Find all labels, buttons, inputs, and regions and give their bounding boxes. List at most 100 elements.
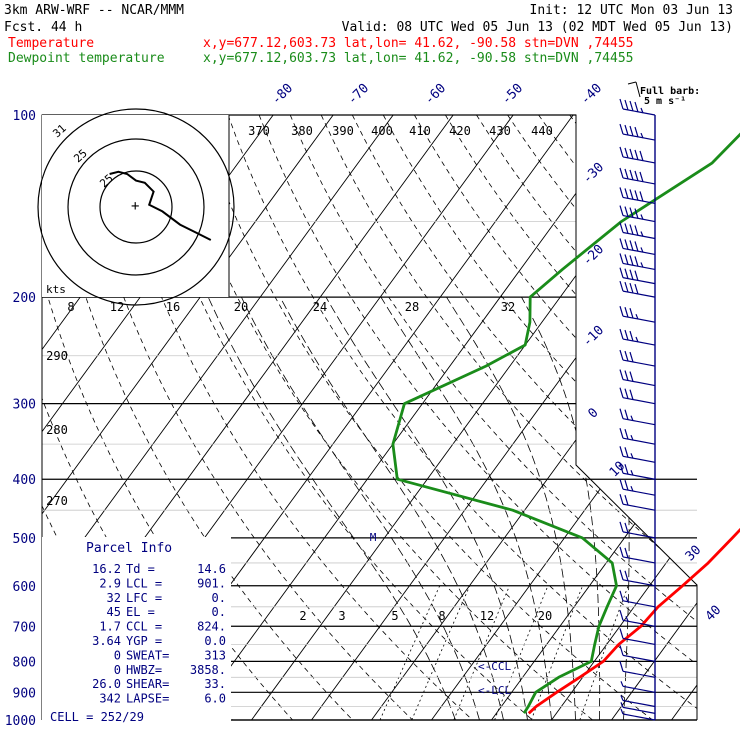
wind-barb-half [630,485,634,492]
wind-barb-full [629,224,634,235]
wind-barb-full [619,590,624,601]
theta-label: 390 [332,124,354,138]
isotherm-label: -30 [580,160,607,187]
low-mixing-label: 12 [480,609,494,623]
hodograph-ring-middle [67,138,205,276]
dry-adiabat [320,115,697,720]
wind-barb-shaft [622,315,656,323]
legend-temperature-label: Temperature [8,36,94,51]
wind-barb-full [619,610,624,621]
wind-barb-full [619,253,624,264]
wind-barb-full [624,306,629,318]
mixing-ratio-label: 24 [313,300,327,314]
wind-barb-shaft [622,359,656,367]
pressure-label: 700 [13,620,36,635]
wind-barb-shaft [622,214,656,223]
barb-legend-unit: 5 m s⁻¹ [644,96,686,107]
parcel-row-value2: 6.0 [204,692,226,706]
m-marker: M [370,531,377,544]
pressure-label: 200 [13,291,36,306]
wind-barb-half [640,132,644,139]
isotherm-line [671,115,697,720]
wind-barb-full [619,521,624,533]
theta-label: 420 [449,124,471,138]
wind-barb-shaft [622,637,656,646]
mixing-ratio-line [494,585,549,720]
isotherm-label: 0 [585,405,601,421]
wind-barb-full [624,147,629,159]
wind-barb-full [619,427,624,439]
isotherm-label: -60 [422,81,449,108]
wind-barb-full [619,628,624,639]
dry-adiabat-label: 270 [46,494,68,508]
wind-barb-shaft [622,455,656,463]
model-title: 3km ARW-WRF -- NCAR/MMM [4,3,184,18]
parcel-row-value2: 0.0 [204,634,226,648]
wind-barb-shaft [622,338,656,346]
wind-barb-full [619,146,624,158]
isotherm-label: -80 [269,81,296,108]
isotherm-line [551,115,697,720]
wind-barb-half [620,708,624,715]
isotherm-line [431,115,697,720]
hodograph-ring-inner [99,170,173,244]
wind-barb-full [634,208,639,219]
wind-barb-half [620,702,624,708]
isotherm-label: 40 [703,603,725,625]
wind-barb-full [619,267,624,278]
parcel-row-value: 1.7 [99,620,121,634]
wind-barb-full [634,149,639,161]
dry-adiabat [414,115,697,720]
mixing-ratio-label: 16 [166,300,180,314]
isotherm-label: -20 [580,242,607,269]
parcel-row-value: 16.2 [92,562,121,576]
moist-adiabat [207,296,456,720]
wind-barb-full [624,480,629,491]
hodograph-background [42,115,229,297]
wind-barb-shaft [622,531,656,539]
wind-barb-full [619,328,624,340]
parcel-info-background [42,537,231,728]
dewpoint-line [391,132,740,715]
wind-barb-full [619,98,624,110]
mixing-ratio-line [579,585,629,720]
pressure-label: 800 [13,655,36,670]
wind-barb-shaft [622,231,656,240]
wind-barb-full [619,205,624,216]
parcel-row-value: 0 [114,663,121,677]
theta-label: 440 [531,124,553,138]
wind-barb-half [620,681,624,687]
theta-label: 400 [371,124,393,138]
wind-barb-full [634,283,639,295]
dry-adiabat [289,115,697,720]
parcel-row-value2: 3858. [190,663,226,677]
low-mixing-label: 20 [538,609,552,623]
wind-barb-shaft [622,418,656,426]
isotherm-line [191,115,634,720]
hodograph-ring-outer [37,108,235,306]
wind-barb-half [630,415,634,421]
wind-barb-half [640,247,644,253]
wind-barb-half [630,453,634,459]
wind-barb-shaft [622,600,656,608]
isotherm-line [311,115,697,720]
hodograph: + 31 25 25 kts [37,108,235,306]
wind-barb-full [624,329,629,341]
parcel-row-label2: LFC = [126,591,162,605]
parcel-row-value2: 33. [204,677,226,691]
wind-barb-shaft [622,579,656,587]
wind-barb-full [629,189,634,200]
wind-barb-full [619,661,624,672]
wind-barb-full [619,238,624,249]
parcel-info-panel: Parcel Info 16.2 Td = 14.6 2.9 LCL = 901. 32 LF… [42,537,231,728]
legend-temperature-info: x,y=677.12,603.73 lat,lon= 41.62, -90.58… [203,36,633,51]
dry-adiabat [351,115,697,720]
wind-barb-full [624,223,629,234]
wind-barb-shaft [622,685,656,693]
wind-barb-shaft [622,290,656,298]
wind-barb-full [624,522,629,534]
moist-adiabat [521,296,601,720]
wind-barb-half [630,470,634,476]
wind-barb-full [624,281,629,293]
mixing-ratio-label: 28 [405,300,419,314]
